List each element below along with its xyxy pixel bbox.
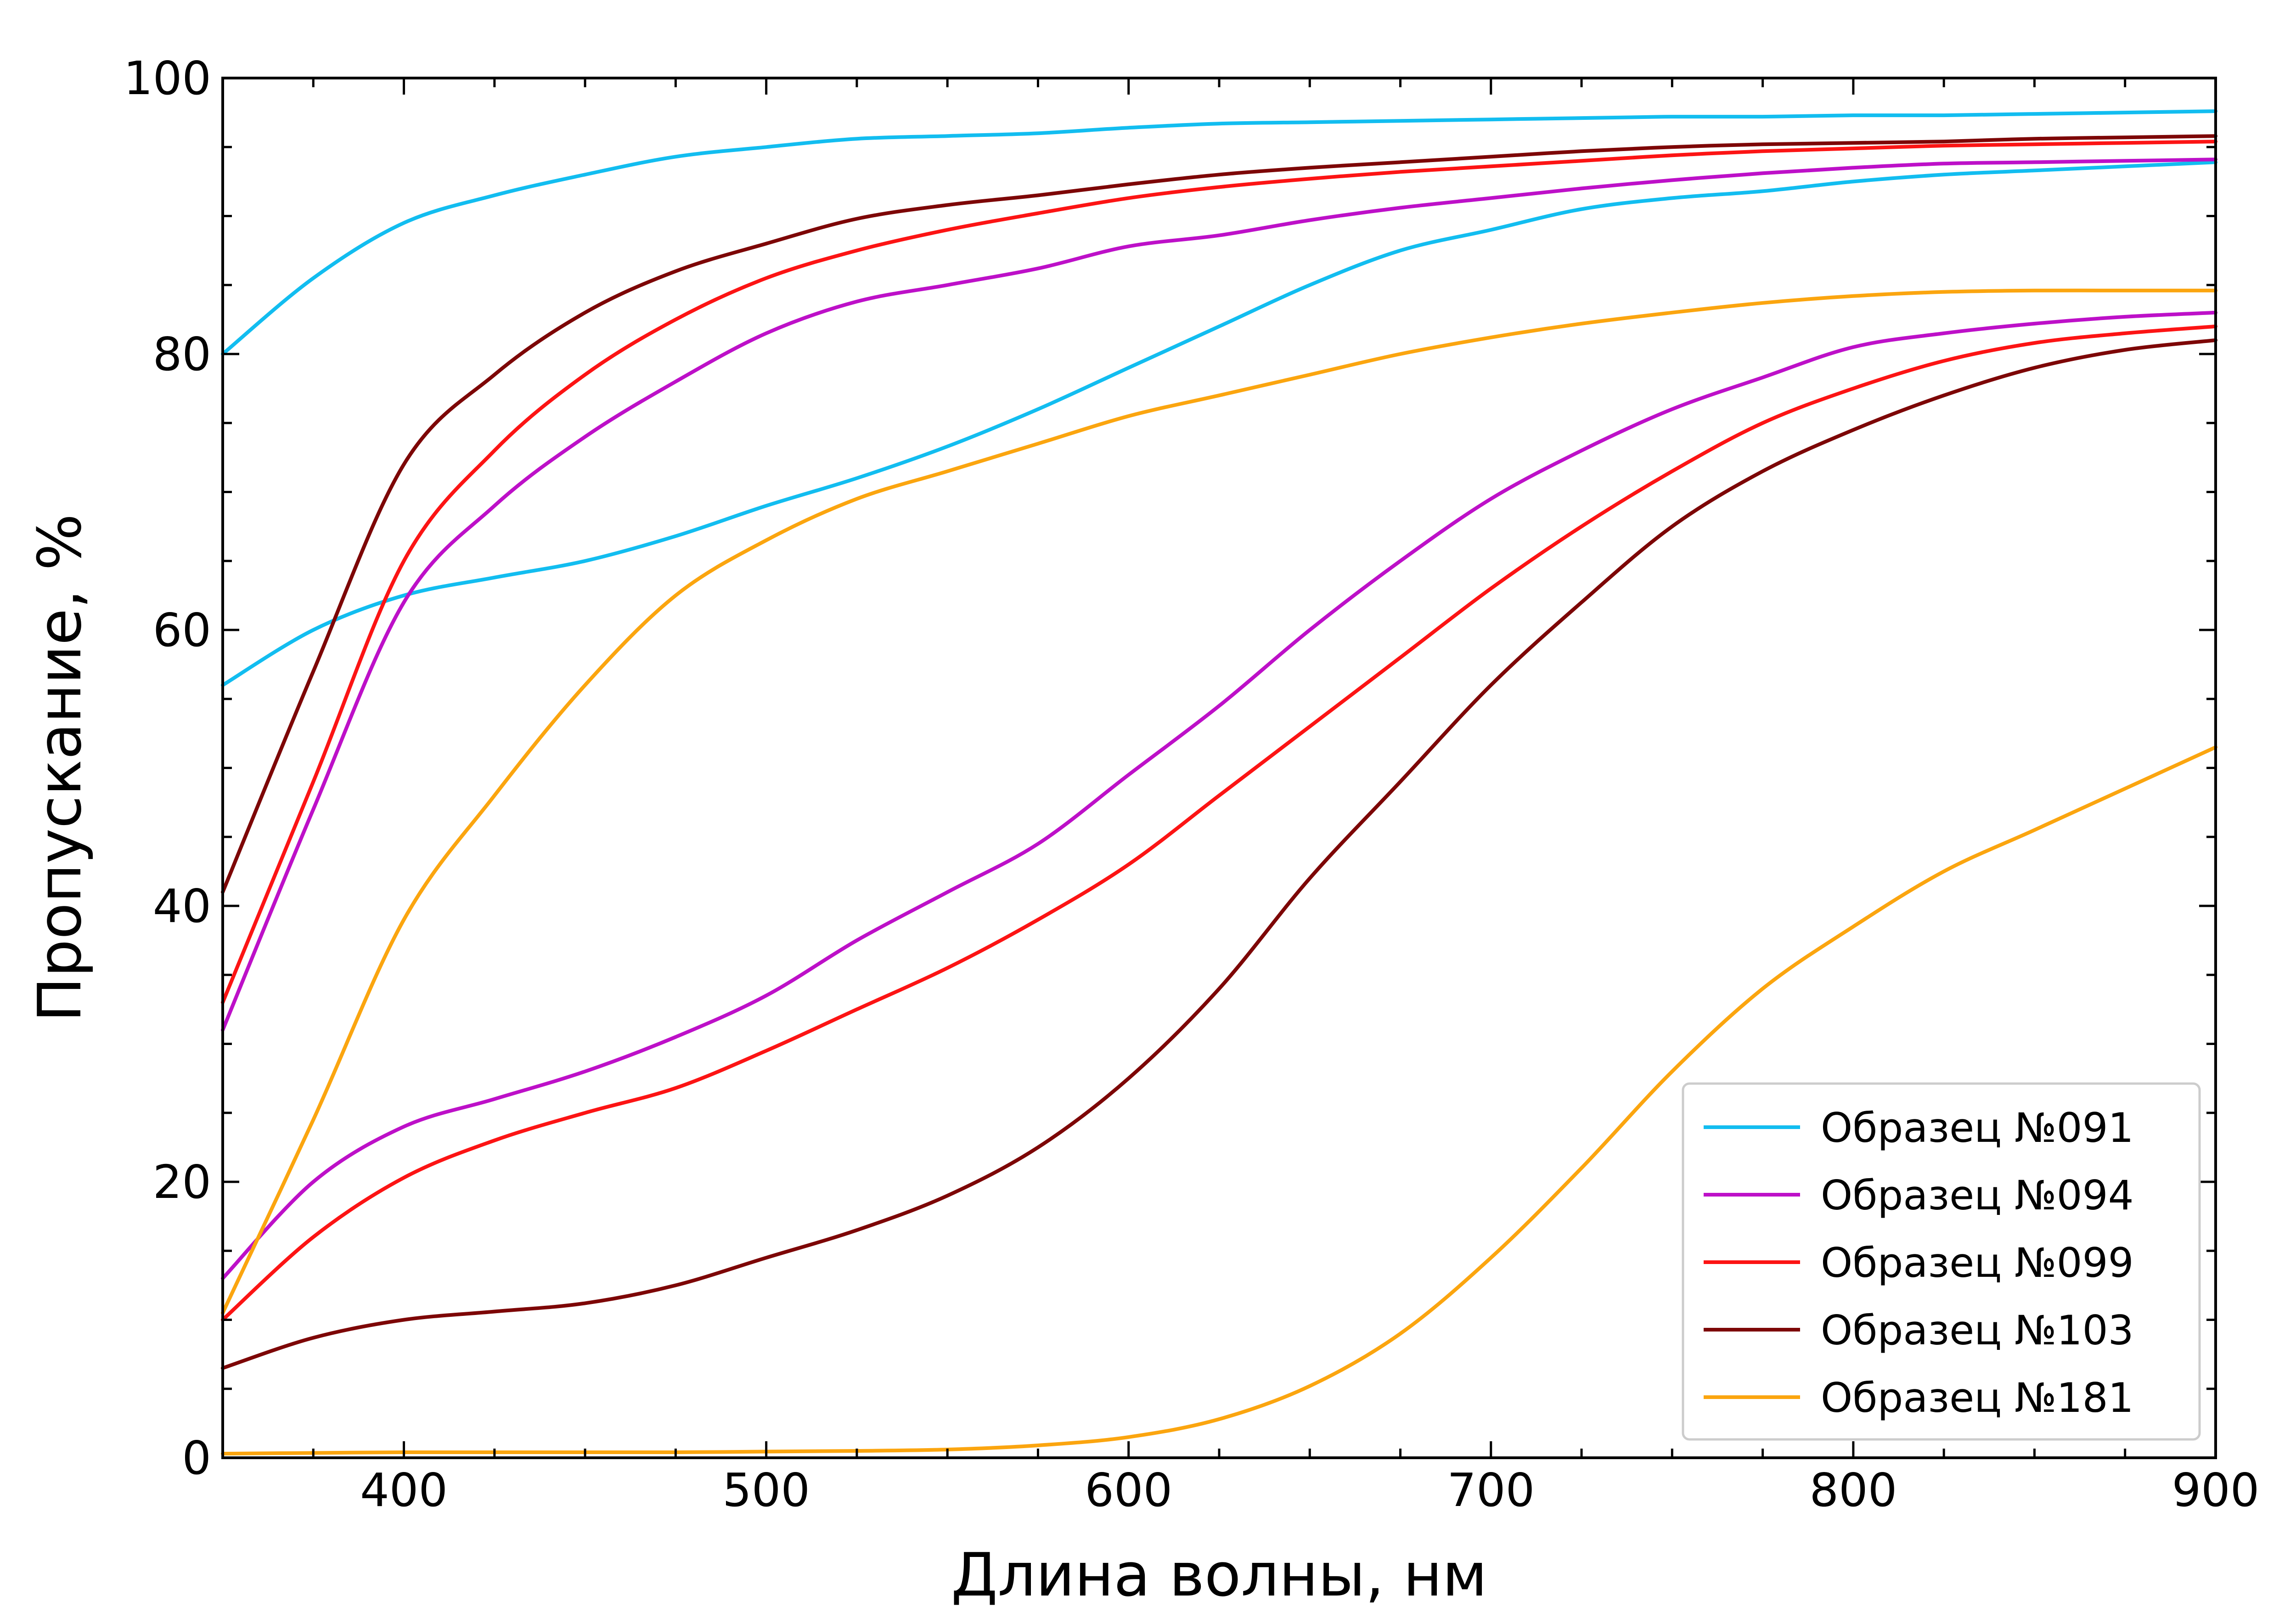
x-tick-label: 500: [722, 1463, 810, 1517]
series-line-5: [221, 140, 2217, 1005]
legend-box: [1682, 1082, 2201, 1441]
series-line-8: [221, 338, 2217, 1370]
x-tick-label: 700: [1447, 1463, 1535, 1517]
series-layer: [221, 109, 2217, 1455]
legend-label: Образец №094: [1821, 1172, 2134, 1219]
y-tick-label: 0: [182, 1431, 211, 1485]
x-tick-label: 600: [1085, 1463, 1172, 1517]
series-line-3: [221, 157, 2217, 1032]
y-tick-label: 80: [153, 327, 211, 381]
series-line-4: [221, 310, 2217, 1281]
legend-label: Образец №103: [1821, 1307, 2134, 1354]
legend-label: Образец №099: [1821, 1239, 2134, 1287]
labels-layer: 400 500 600 700 800 900 0 20 40 60 80 100: [124, 51, 2259, 1517]
y-axis-title: Пропускание, %: [25, 514, 95, 1022]
y-tick-label: 20: [153, 1155, 211, 1209]
y-tick-label: 60: [153, 603, 211, 657]
x-tick-label: 900: [2172, 1463, 2260, 1517]
legend-label: Образец №091: [1821, 1104, 2134, 1152]
series-line-10: [221, 288, 2217, 1315]
series-line-2: [221, 160, 2217, 687]
x-tick-label: 400: [360, 1463, 448, 1517]
y-tick-label: 40: [153, 879, 211, 933]
y-tick-label: 100: [124, 51, 211, 105]
series-line-1: [221, 109, 2217, 356]
x-axis-title: Длина волны, нм: [951, 1540, 1487, 1607]
plot-frame: [221, 77, 2217, 1459]
x-tick-label: 800: [1809, 1463, 1897, 1517]
series-line-7: [221, 134, 2217, 894]
series-line-6: [221, 324, 2217, 1322]
legend: Образец №091 Образец №094 Образец №099 Обра…: [1682, 1082, 2201, 1441]
series-line-9: [221, 745, 2217, 1455]
legend-label: Образец №181: [1821, 1374, 2134, 1422]
